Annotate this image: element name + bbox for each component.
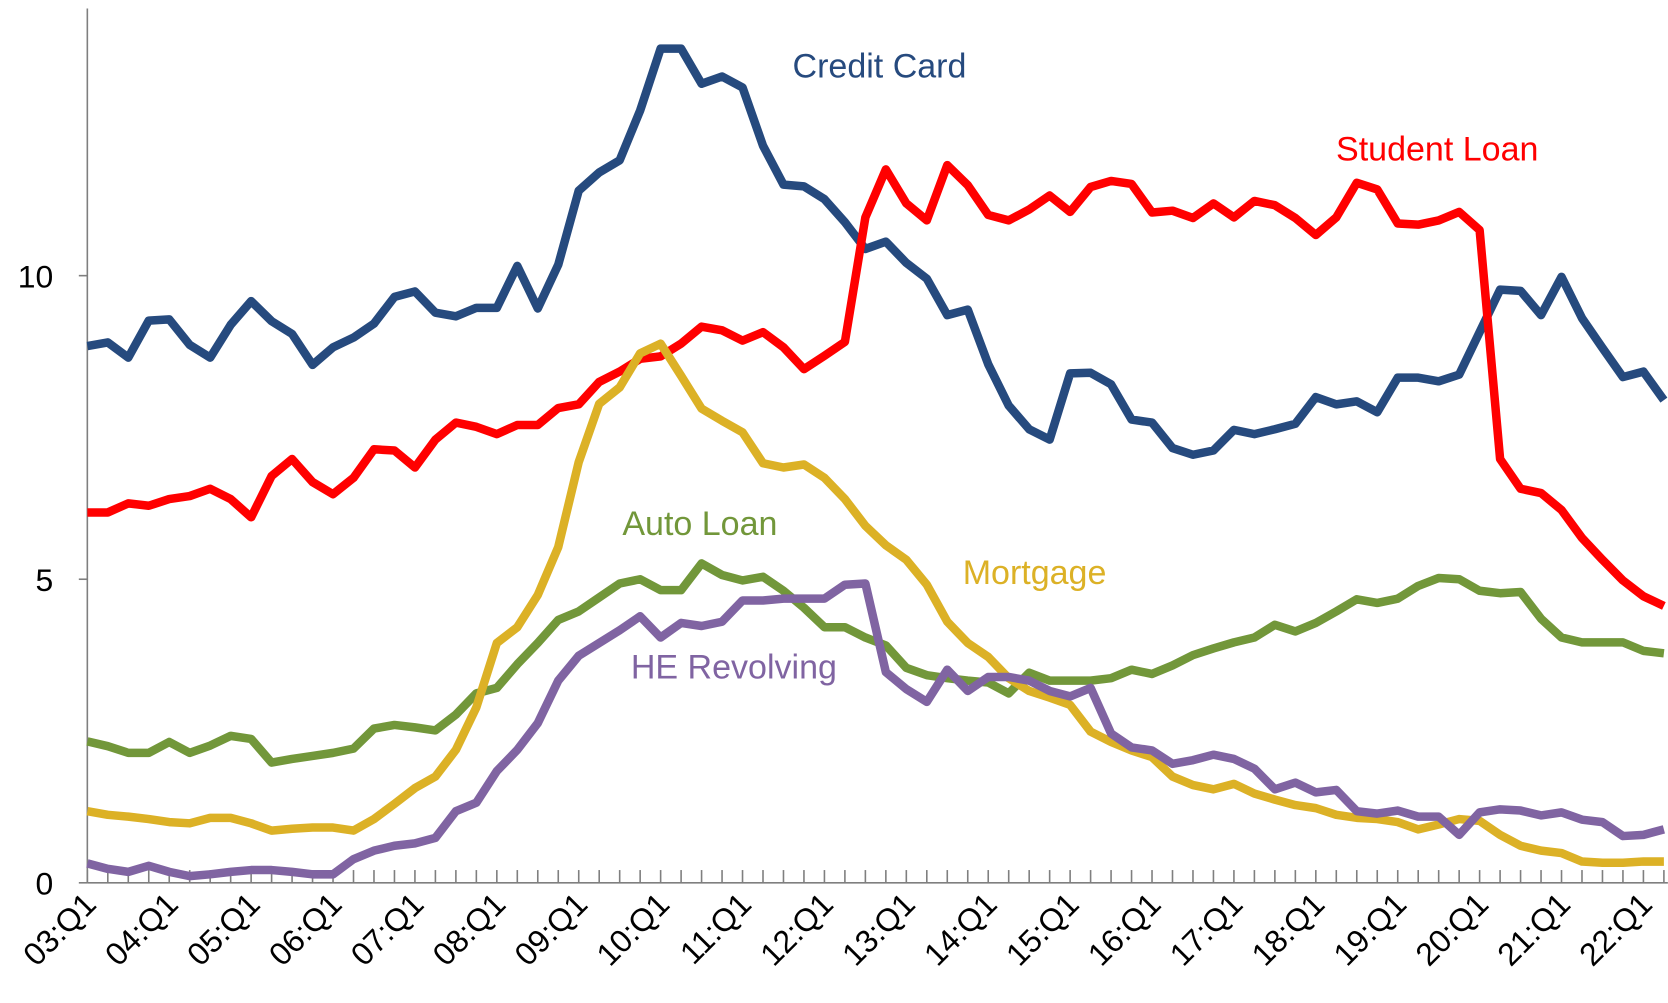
x-tick-label: 12:Q1	[753, 886, 840, 973]
series-line	[86, 559, 1665, 767]
x-tick-label: 17:Q1	[1163, 886, 1250, 973]
x-tick-label: 08:Q1	[426, 886, 513, 973]
x-tick-label: 10:Q1	[589, 886, 676, 973]
x-tick-label: 11:Q1	[673, 886, 758, 971]
x-tick-label: 16:Q1	[1081, 886, 1168, 973]
x-tick-label: 14:Q1	[917, 886, 1004, 973]
x-tick-label: 21:Q1	[1490, 886, 1577, 973]
series-label: HE Revolving	[631, 649, 837, 687]
x-tick-label: 15:Q1	[999, 886, 1086, 973]
x-tick-label: 22:Q1	[1572, 886, 1659, 973]
series-line	[86, 339, 1664, 868]
y-tick-label: 10	[18, 258, 53, 294]
x-tick-label: 09:Q1	[507, 886, 594, 973]
x-tick-label: 04:Q1	[98, 886, 185, 973]
series-line	[86, 579, 1665, 881]
series-label: Student Loan	[1336, 131, 1538, 169]
x-tick-label: 07:Q1	[344, 886, 431, 973]
y-tick-label: 0	[36, 866, 54, 902]
x-tick-label: 19:Q1	[1326, 886, 1413, 973]
x-tick-label: 13:Q1	[835, 886, 922, 973]
x-tick-label: 06:Q1	[262, 886, 349, 973]
x-tick-label: 18:Q1	[1245, 886, 1332, 973]
series-line	[86, 44, 1668, 460]
series-label: Auto Loan	[622, 505, 777, 543]
x-tick-label: 05:Q1	[180, 886, 267, 973]
series-line	[87, 160, 1666, 610]
series-label: Mortgage	[963, 554, 1107, 592]
x-tick-label: 03:Q1	[16, 886, 103, 973]
series-label: Credit Card	[793, 48, 967, 86]
y-tick-label: 5	[36, 562, 54, 598]
x-tick-label: 20:Q1	[1408, 886, 1495, 973]
